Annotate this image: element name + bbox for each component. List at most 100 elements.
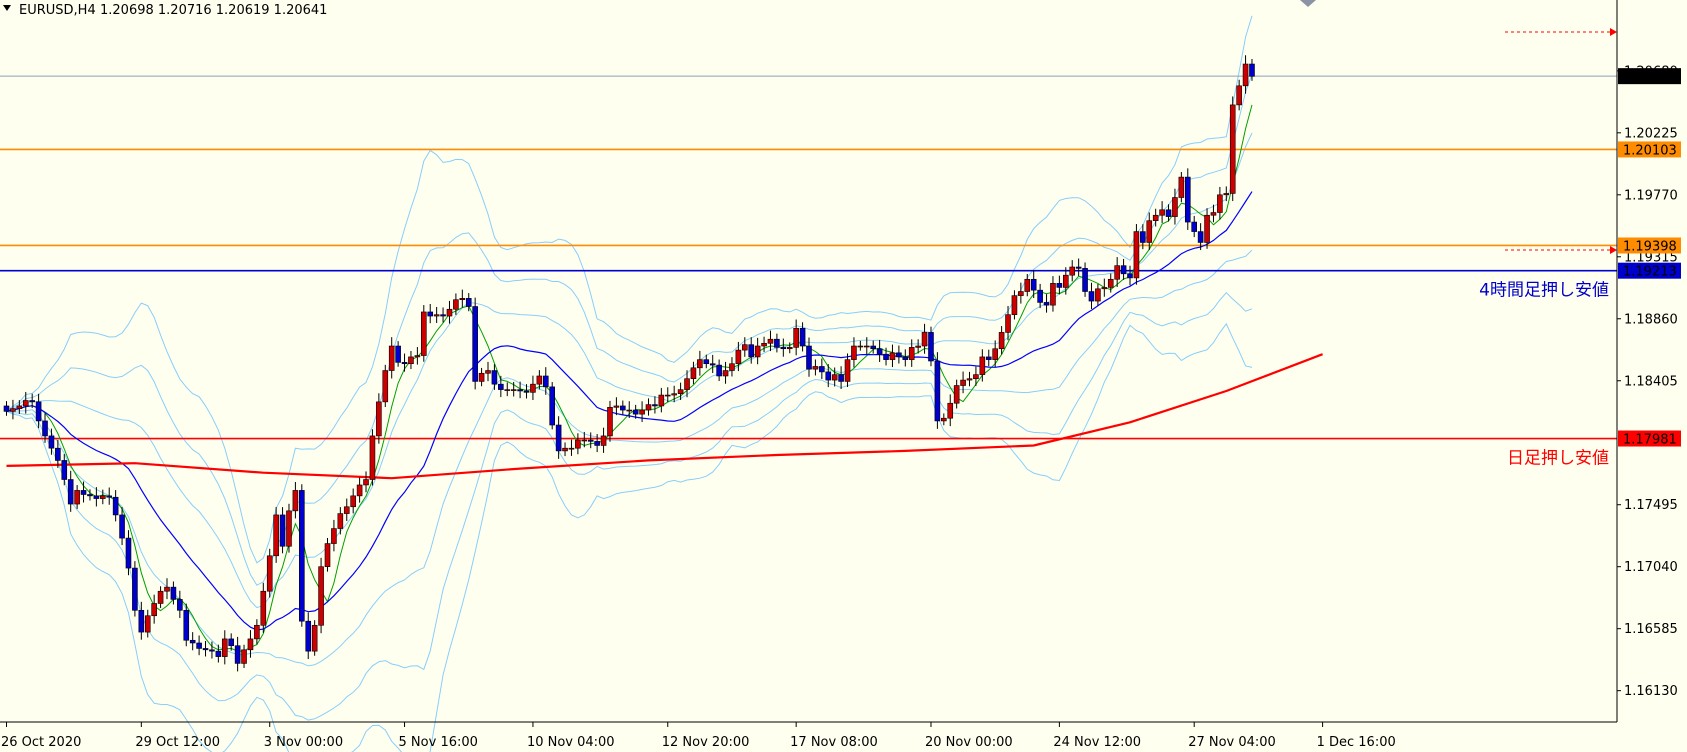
candle-body: [664, 394, 671, 397]
candle-body: [241, 649, 247, 664]
price-tag-support-4h: [1618, 262, 1681, 279]
candle-body: [221, 638, 228, 657]
symbol-label: EURUSD,H4: [19, 3, 96, 18]
candle-body: [831, 374, 838, 381]
price-tick-label: 1.18405: [1624, 374, 1678, 389]
candle-body: [132, 567, 138, 611]
candle-body: [703, 359, 710, 365]
price-tag-label-support-4h: 1.19213: [1623, 265, 1677, 280]
candle-body: [1184, 176, 1191, 223]
candle-body: [555, 424, 562, 452]
candle-body: [1088, 291, 1095, 302]
candle-body: [247, 638, 254, 651]
candle-body: [902, 356, 909, 360]
candle-body: [331, 528, 337, 544]
candle-body: [215, 650, 222, 657]
price-tick-label: 1.19315: [1624, 250, 1678, 265]
candle-body: [395, 345, 401, 363]
candle-body: [35, 401, 42, 422]
candle-body: [29, 400, 35, 403]
candle-body: [504, 389, 511, 391]
candle-body: [767, 338, 774, 344]
candle-body: [209, 649, 215, 652]
candle-body: [947, 402, 954, 419]
scroll-marker-icon[interactable]: [1300, 0, 1316, 7]
candle-body: [228, 638, 234, 647]
time-tick-label: 10 Nov 04:00: [527, 735, 615, 750]
candle-body: [170, 586, 177, 600]
candle-body: [1050, 283, 1056, 306]
candle-body: [164, 586, 170, 592]
candle-body: [966, 378, 973, 381]
candle-body: [761, 342, 767, 347]
candle-body: [299, 490, 305, 622]
time-tick-label: 12 Nov 20:00: [662, 735, 750, 750]
candle-body: [1107, 278, 1114, 288]
candle-body: [1127, 273, 1133, 279]
candle-body: [112, 496, 119, 516]
candle-body: [266, 555, 273, 592]
candle-body: [87, 494, 93, 497]
price-tag-label-resistance-upper: 1.20103: [1623, 143, 1677, 158]
candle-body: [465, 298, 472, 307]
candle-body: [1210, 212, 1217, 216]
candle-body: [337, 513, 344, 529]
candle-body: [100, 495, 106, 499]
time-tick-label: 24 Nov 12:00: [1053, 735, 1141, 750]
candle-body: [716, 364, 722, 377]
candle-body: [279, 514, 286, 547]
candle-body: [652, 404, 658, 407]
candle-body: [1082, 268, 1088, 292]
candle-body: [363, 479, 369, 486]
band-lower-2sigma: [6, 291, 1253, 721]
candle-body: [799, 328, 806, 347]
candle-body: [921, 332, 928, 347]
candle-body: [491, 370, 498, 385]
price-tick-label: 1.17040: [1624, 560, 1678, 575]
candle-body: [600, 435, 607, 446]
time-tick-label: 17 Nov 08:00: [790, 735, 878, 750]
candle-body: [523, 390, 530, 393]
candle-body: [1140, 231, 1146, 243]
candle-body: [838, 374, 844, 382]
candle-body: [915, 345, 921, 348]
candle-body: [1133, 231, 1140, 279]
candle-body: [10, 408, 16, 412]
candle-body: [254, 624, 260, 640]
candle-body: [1063, 274, 1069, 288]
price-tag-resistance-upper: [1618, 141, 1681, 158]
candle-body: [16, 405, 23, 409]
candle-body: [48, 435, 55, 449]
candle-body: [177, 599, 183, 611]
candle-body: [575, 439, 581, 449]
candle-body: [844, 359, 851, 382]
candle-body: [1069, 266, 1076, 276]
dropdown-triangle-icon[interactable]: [3, 5, 11, 11]
candle-body: [61, 460, 68, 480]
candles: [3, 55, 1255, 672]
candle-body: [324, 543, 331, 568]
candle-body: [67, 479, 74, 505]
candle-body: [748, 344, 755, 358]
candle-body: [1037, 289, 1043, 303]
band-upper-3sigma: [6, 15, 1253, 564]
candle-body: [459, 298, 466, 300]
time-tick-label: 20 Nov 00:00: [925, 735, 1013, 750]
candle-body: [427, 311, 434, 317]
candle-body: [780, 347, 787, 350]
candle-body: [183, 609, 190, 641]
candle-body: [709, 363, 716, 366]
candle-body: [343, 506, 350, 514]
candle-body: [998, 332, 1005, 350]
ohlc-values: 1.20698 1.20716 1.20619 1.20641: [100, 3, 327, 18]
candle-body: [498, 383, 504, 390]
candle-body: [286, 510, 292, 547]
candle-body: [260, 590, 267, 626]
candle-body: [1236, 85, 1242, 106]
candle-body: [196, 642, 202, 649]
price-tag-current-price: [1618, 68, 1681, 85]
candle-body: [941, 417, 947, 422]
candle-body: [138, 609, 145, 633]
